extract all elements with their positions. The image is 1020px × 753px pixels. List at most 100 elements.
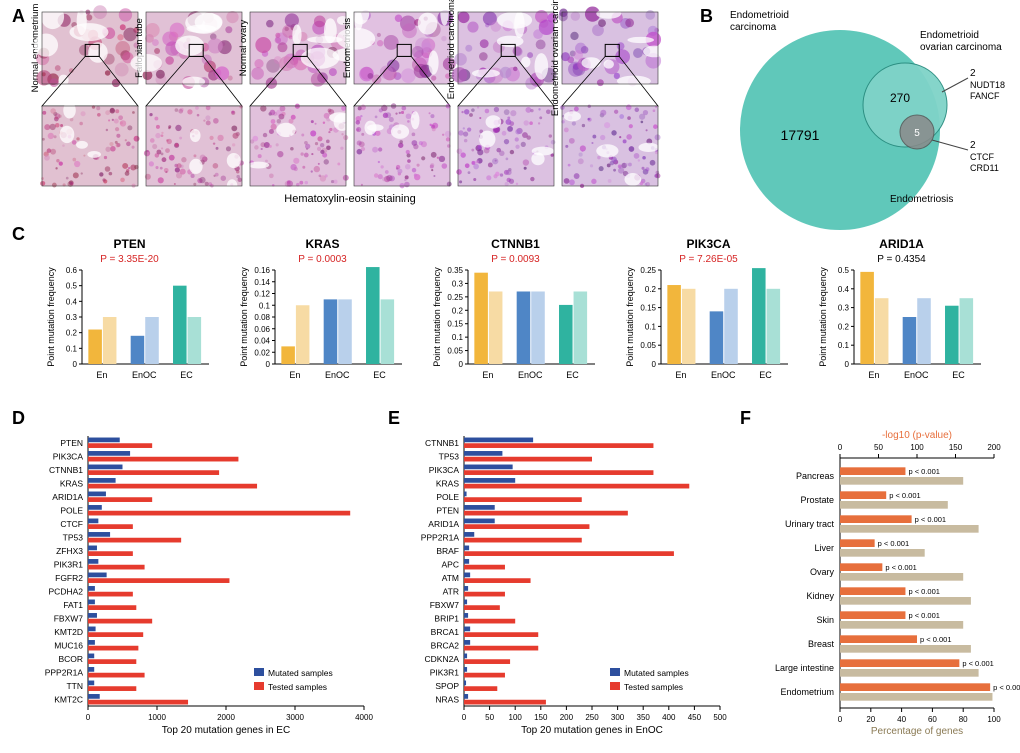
- xtick-top: 200: [987, 443, 1001, 452]
- ytick-label: 0.35: [447, 266, 463, 275]
- xtick-top: 0: [838, 443, 843, 452]
- bar-tested: [88, 659, 136, 664]
- gene-label: FAT1: [63, 600, 83, 610]
- bar-log: [840, 491, 886, 499]
- xtick-label: EC: [373, 370, 386, 380]
- bar-mutated: [464, 546, 469, 551]
- tissue-label: Endometrioid carcinoma: [446, 0, 457, 99]
- bar-tested: [464, 497, 582, 502]
- y-axis-label: Point mutation frequency: [239, 267, 249, 367]
- bar-tested: [88, 511, 350, 516]
- xtick-label: 350: [637, 713, 651, 722]
- bar-mutated: [464, 573, 470, 578]
- bar-log: [840, 635, 917, 643]
- gene-label: PIK3CA: [53, 451, 84, 461]
- p-value: P = 3.35E-20: [100, 254, 159, 265]
- ytick-label: 0: [459, 360, 464, 369]
- bar-mutated: [464, 600, 467, 605]
- bar-tested: [88, 524, 133, 529]
- bar-pct: [840, 573, 963, 581]
- bar-log: [840, 563, 882, 571]
- bar-shadow: [875, 298, 889, 364]
- xtick-label: EnOC: [325, 370, 350, 380]
- xtick-label: 300: [611, 713, 625, 722]
- bar-main: [752, 268, 766, 364]
- xtick-label: EnOC: [518, 370, 543, 380]
- gene-label: TP53: [439, 451, 460, 461]
- venn-outer-label: carcinoma: [730, 22, 777, 33]
- bar-mutated: [464, 559, 469, 564]
- gene-label: BRIP1: [434, 613, 459, 623]
- gene-label: TP53: [63, 532, 84, 542]
- gene-label: TTN: [66, 681, 83, 691]
- bar-tested: [88, 484, 257, 489]
- xtick-label: 1000: [148, 713, 166, 722]
- bar-mutated: [464, 438, 533, 443]
- y-axis-label: Point mutation frequency: [818, 267, 828, 367]
- ytick-label: 0.25: [447, 293, 463, 302]
- bar-shadow: [296, 305, 310, 364]
- xtick-label: En: [96, 370, 107, 380]
- bar-log: [840, 683, 990, 691]
- bar-tested: [88, 605, 136, 610]
- p-annotation: p < 0.001: [962, 659, 994, 668]
- bar-tested: [464, 538, 582, 543]
- bar-tested: [464, 632, 538, 637]
- bar-main: [860, 272, 874, 364]
- bar-log: [840, 611, 905, 619]
- bar-mutated: [464, 465, 513, 470]
- ytick-label: 0.1: [66, 344, 78, 353]
- ytick-label: 0.6: [66, 266, 78, 275]
- venn-side1-gene: FANCF: [970, 91, 1000, 101]
- panel-label: F: [740, 408, 751, 428]
- venn-side2-gene: CRD11: [970, 163, 999, 173]
- xtick-label: 50: [485, 713, 494, 722]
- bar-tested: [464, 470, 653, 475]
- bar-pct: [840, 621, 963, 629]
- panel-label: D: [12, 408, 25, 428]
- legend-label: Tested samples: [268, 682, 327, 692]
- bar-tested: [88, 565, 145, 570]
- bar-shadow: [724, 289, 738, 364]
- bar-tested: [464, 484, 689, 489]
- ytick-label: 0.08: [254, 313, 270, 322]
- ytick-label: 0: [652, 360, 657, 369]
- gene-title: KRAS: [305, 237, 339, 251]
- bar-mutated: [88, 559, 98, 564]
- bar-mutated: [88, 640, 95, 645]
- xtick-label: En: [868, 370, 879, 380]
- gene-label: CTCF: [60, 519, 83, 529]
- xtick-label: 2000: [217, 713, 235, 722]
- xtick-top: 150: [949, 443, 963, 452]
- ytick-label: 0.06: [254, 325, 270, 334]
- gene-label: FBXW7: [54, 613, 84, 623]
- xtick-label: 150: [534, 713, 548, 722]
- bar-tested: [464, 700, 546, 705]
- bar-tested: [464, 565, 505, 570]
- y-axis-label: Point mutation frequency: [46, 267, 56, 367]
- xtick-label: 400: [662, 713, 676, 722]
- bar-tested: [88, 632, 143, 637]
- bar-mutated: [88, 613, 97, 618]
- bar-tested: [464, 686, 497, 691]
- ytick-label: 0.4: [838, 285, 850, 294]
- bar-mutated: [88, 438, 120, 443]
- bar-tested: [464, 457, 592, 462]
- panel-a-caption: Hematoxylin-eosin staining: [284, 193, 415, 205]
- bar-mutated: [88, 694, 100, 699]
- gene-label: ARID1A: [428, 519, 459, 529]
- bar-tested: [464, 443, 653, 448]
- legend-swatch: [254, 682, 264, 690]
- bar-main: [945, 306, 959, 364]
- venn-outer-label: Endometrioid: [730, 10, 789, 21]
- tissue-label: Pancreas: [796, 471, 835, 481]
- gene-title: PTEN: [113, 237, 145, 251]
- p-annotation: p < 0.001: [908, 587, 940, 596]
- bar-mutated: [464, 478, 515, 483]
- p-annotation: p < 0.001: [908, 467, 940, 476]
- venn-inner1-label: ovarian carcinoma: [920, 42, 1002, 53]
- bar-mutated: [464, 654, 467, 659]
- bar-log: [840, 659, 959, 667]
- xtick-label: 100: [509, 713, 523, 722]
- legend-swatch: [254, 668, 264, 676]
